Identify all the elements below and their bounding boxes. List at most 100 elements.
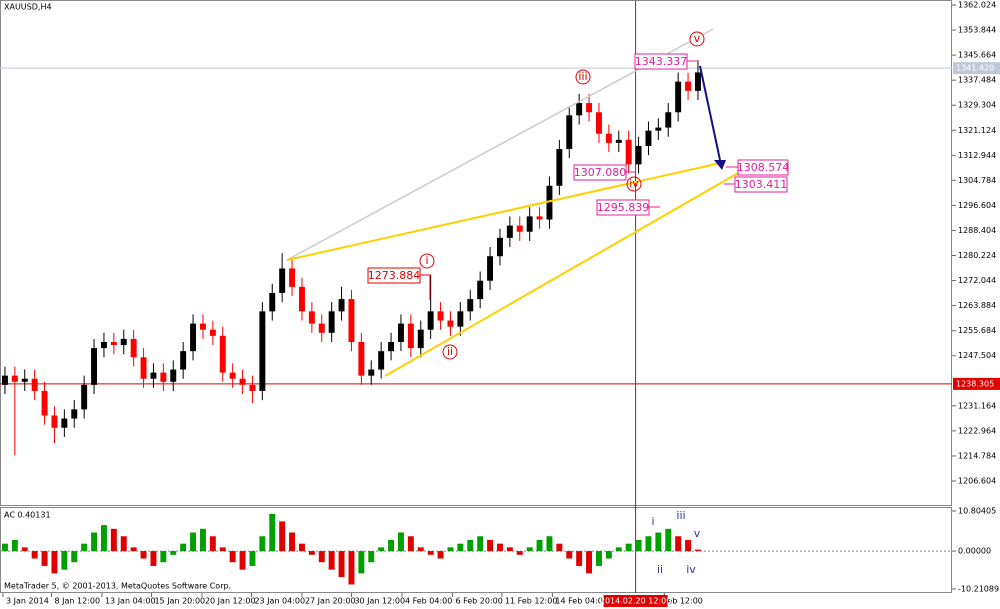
x-tick-label: 3 Jan 2014: [6, 597, 49, 606]
wave-label: iv: [629, 177, 639, 190]
candle-body: [546, 185, 553, 220]
annotation: 1308.574: [737, 161, 790, 174]
ac-bar: [368, 551, 375, 563]
x-tick-label: 6 Feb 20:00: [455, 597, 502, 606]
candle-body: [526, 216, 533, 232]
candle-body: [516, 225, 523, 232]
time-label-box: [603, 595, 668, 607]
ac-bar: [71, 551, 78, 563]
candle-body: [209, 329, 216, 336]
y-tick-label: 1353.844: [958, 26, 996, 35]
ac-bar: [675, 536, 682, 552]
ac-bar: [81, 543, 88, 552]
y-tick-label: 1214.784: [958, 451, 996, 460]
x-tick-label: 4 Feb 04:00: [405, 597, 452, 606]
ac-bar: [437, 551, 444, 559]
ac-bar: [407, 536, 414, 552]
candle-body: [1, 375, 8, 385]
x-tick-label: 13 Jan 04:00: [105, 597, 156, 606]
ac-bar: [51, 551, 58, 574]
ac-bar: [645, 536, 652, 552]
candle-body: [289, 268, 296, 287]
ac-bar: [487, 539, 494, 552]
price-label-box: [953, 377, 1000, 390]
annotation: 1303.411: [735, 178, 788, 191]
ac-bar: [91, 532, 98, 552]
ac-bar: [506, 547, 513, 552]
wave-labels: v iii iv i ii i ii iii iv v: [419, 31, 705, 576]
x-tick-label: 14 Feb 04:00: [555, 597, 607, 606]
candle-body: [259, 311, 266, 391]
ac-bar: [209, 536, 216, 552]
candle-body: [110, 341, 117, 346]
candle-body: [140, 357, 147, 379]
x-tick-label: 11 Feb 12:00: [505, 597, 557, 606]
ac-bar: [100, 525, 107, 552]
candle-body: [586, 103, 593, 113]
candle-body: [279, 268, 286, 293]
candle-body: [675, 81, 682, 113]
candle-body: [31, 378, 38, 391]
ac-bar: [397, 532, 404, 552]
ac-bar: [576, 551, 583, 566]
candle-body: [120, 338, 127, 346]
candle-body: [71, 409, 78, 419]
y-tick-label: 0.00000: [958, 547, 991, 556]
wave-circle: [575, 69, 591, 85]
candle-body: [229, 372, 236, 379]
candle-body: [91, 348, 98, 385]
price-annotations: 1343.337 1307.080 1295.839 1273.884 1308…: [367, 53, 790, 300]
y-tick-label: 1206.604: [958, 477, 996, 486]
x-tick-label: eb 12:00: [667, 597, 703, 606]
candle-body: [190, 323, 197, 352]
ac-bar: [546, 536, 553, 552]
y-tick-label: 1312.944: [958, 151, 996, 160]
y-tick-label: 1288.404: [958, 226, 996, 235]
annotation: 1295.839: [597, 201, 650, 214]
ac-bar: [496, 543, 503, 552]
candle-body: [130, 338, 137, 358]
ac-bar: [249, 551, 256, 566]
y-tick-label: 1329.304: [958, 101, 996, 110]
ac-bar: [259, 536, 266, 552]
candle-body: [665, 112, 672, 128]
ac-bar: [388, 539, 395, 552]
wave-circle: [442, 344, 458, 360]
candle-body: [269, 292, 276, 312]
candle-body: [170, 369, 177, 382]
y-tick-label: 1321.124: [958, 126, 996, 135]
candle-body: [536, 216, 543, 220]
annotation: 1307.080: [574, 166, 627, 179]
ac-bar: [566, 551, 573, 559]
ac-title: AC 0.40131: [4, 511, 51, 520]
ac-bar: [378, 547, 385, 552]
y-tick-label: 1345.664: [958, 51, 996, 60]
candle-body: [427, 311, 434, 330]
ac-bar: [308, 551, 315, 555]
candle-body: [61, 418, 68, 428]
ac-bar: [556, 543, 563, 552]
ac-bar: [467, 539, 474, 552]
candle-body: [655, 127, 662, 131]
candle-body: [457, 311, 464, 327]
candle-body: [150, 372, 157, 379]
candle-body: [358, 341, 365, 376]
candle-body: [506, 225, 513, 238]
candle-body: [378, 351, 385, 370]
annotation-leader: [420, 274, 431, 300]
time-label: 2014.02.20 12:00: [600, 597, 671, 606]
ac-bar: [338, 551, 345, 578]
candle-body: [219, 335, 226, 373]
ac-bar: [665, 528, 672, 552]
ac-bar: [417, 547, 424, 552]
candle-body: [249, 384, 256, 391]
ac-bar: [595, 551, 602, 566]
ac-bar: [536, 539, 543, 552]
ac-wave-label: v: [694, 527, 701, 540]
candle-body: [576, 103, 583, 116]
ac-wave-label: ii: [657, 563, 663, 576]
ac-bar: [694, 549, 701, 552]
x-tick-label: 8 Jan 12:00: [54, 597, 100, 606]
ac-bar: [655, 532, 662, 552]
candle-body: [51, 415, 58, 428]
